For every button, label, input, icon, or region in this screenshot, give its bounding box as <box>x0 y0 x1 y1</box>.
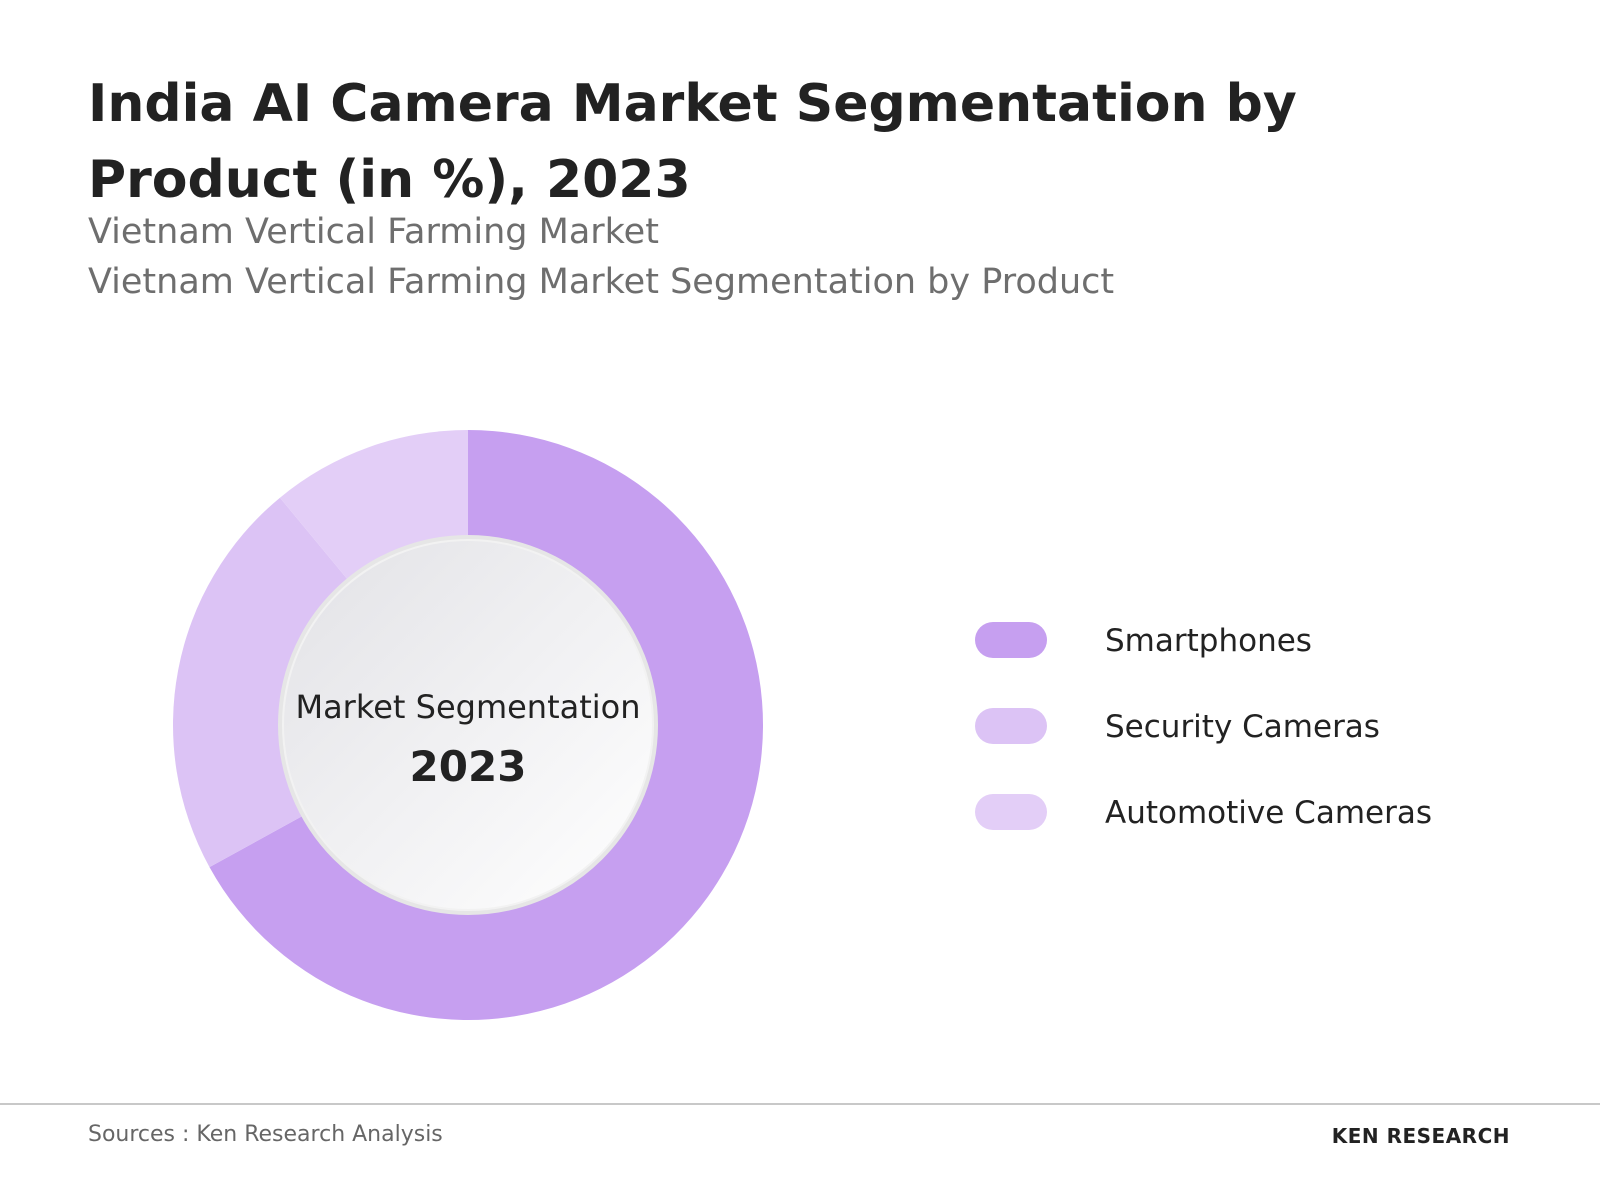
center-label: Market Segmentation <box>295 688 640 726</box>
chart: Market Segmentation 2023 Smartphones Securi… <box>173 430 1432 1021</box>
subtitle: Vietnam Vertical Farming Market <box>88 212 659 252</box>
subtitle: Vietnam Vertical Farming Market Segmenta… <box>88 262 1115 302</box>
center-year: 2023 <box>410 742 527 791</box>
center-disc <box>284 541 652 909</box>
legend-swatch <box>975 708 1047 744</box>
legend-swatch <box>975 622 1047 658</box>
divider <box>0 1103 1600 1105</box>
source: Sources : Ken Research Analysis <box>88 1122 443 1147</box>
chart-title: India AI Camera Market Segmentation by P… <box>88 74 1297 210</box>
legend-label: Smartphones <box>1105 623 1312 659</box>
logo: KEN RESEARCH <box>1331 1124 1510 1148</box>
legend-swatch <box>975 794 1047 830</box>
legend-label: Security Cameras <box>1105 709 1380 745</box>
legend-label: Automotive Cameras <box>1105 795 1432 831</box>
